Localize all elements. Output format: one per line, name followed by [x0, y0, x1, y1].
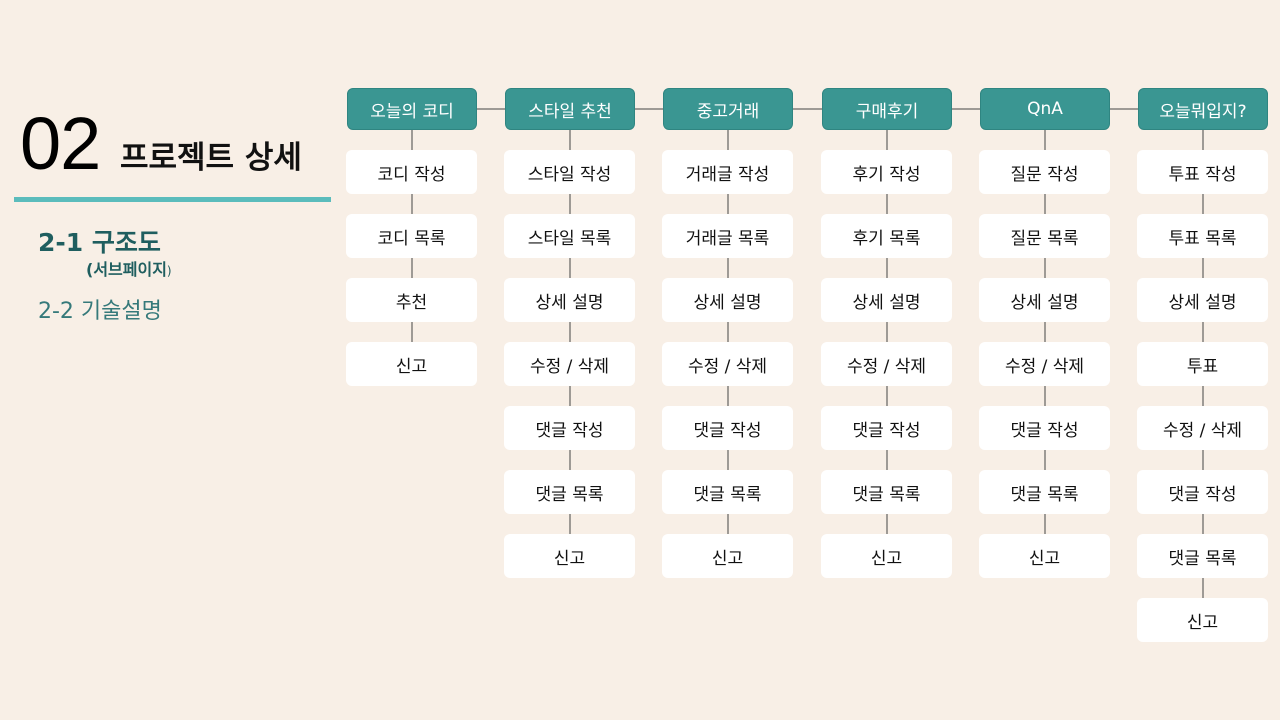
feature-node: 질문 작성 [979, 150, 1110, 194]
feature-node: 댓글 작성 [504, 406, 635, 450]
feature-node: 댓글 작성 [821, 406, 952, 450]
feature-node: 투표 작성 [1137, 150, 1268, 194]
feature-node: 질문 목록 [979, 214, 1110, 258]
feature-node: 신고 [662, 534, 793, 578]
feature-node: 스타일 작성 [504, 150, 635, 194]
feature-node: 코디 목록 [346, 214, 477, 258]
feature-node: 댓글 작성 [979, 406, 1110, 450]
feature-node: 상세 설명 [979, 278, 1110, 322]
feature-node: 신고 [821, 534, 952, 578]
category-header: 중고거래 [663, 88, 793, 130]
feature-node: 거래글 작성 [662, 150, 793, 194]
feature-node: 후기 목록 [821, 214, 952, 258]
feature-node: 후기 작성 [821, 150, 952, 194]
feature-node: 수정 / 삭제 [821, 342, 952, 386]
feature-node: 추천 [346, 278, 477, 322]
category-header: 오늘의 코디 [347, 88, 477, 130]
menu-item-structure-subtitle: (서브페이지) [86, 256, 172, 280]
category-header: 오늘뭐입지? [1138, 88, 1268, 130]
feature-node: 거래글 목록 [662, 214, 793, 258]
feature-node: 댓글 목록 [504, 470, 635, 514]
category-header: QnA [980, 88, 1110, 130]
feature-node: 스타일 목록 [504, 214, 635, 258]
subtitle-close: ) [166, 264, 172, 278]
feature-node: 투표 목록 [1137, 214, 1268, 258]
category-header: 구매후기 [822, 88, 952, 130]
feature-node: 코디 작성 [346, 150, 477, 194]
feature-node: 댓글 작성 [1137, 470, 1268, 514]
feature-node: 수정 / 삭제 [662, 342, 793, 386]
feature-node: 수정 / 삭제 [504, 342, 635, 386]
feature-node: 상세 설명 [662, 278, 793, 322]
feature-node: 상세 설명 [504, 278, 635, 322]
section-number: 02 [20, 102, 101, 185]
feature-node: 신고 [346, 342, 477, 386]
feature-node: 수정 / 삭제 [1137, 406, 1268, 450]
title-divider [14, 197, 331, 202]
feature-node: 댓글 목록 [662, 470, 793, 514]
feature-node: 수정 / 삭제 [979, 342, 1110, 386]
feature-node: 댓글 목록 [979, 470, 1110, 514]
feature-node: 투표 [1137, 342, 1268, 386]
page-title: 프로젝트 상세 [120, 140, 302, 176]
feature-node: 신고 [979, 534, 1110, 578]
category-header: 스타일 추천 [505, 88, 635, 130]
feature-node: 신고 [504, 534, 635, 578]
feature-node: 상세 설명 [821, 278, 952, 322]
feature-node: 신고 [1137, 598, 1268, 642]
feature-node: 상세 설명 [1137, 278, 1268, 322]
feature-node: 댓글 작성 [662, 406, 793, 450]
feature-node: 댓글 목록 [821, 470, 952, 514]
menu-item-tech[interactable]: 2-2 기술설명 [38, 299, 162, 324]
menu-item-structure[interactable]: 2-1 구조도 [38, 228, 161, 257]
feature-node: 댓글 목록 [1137, 534, 1268, 578]
subtitle-text: (서브페이지 [86, 260, 167, 279]
